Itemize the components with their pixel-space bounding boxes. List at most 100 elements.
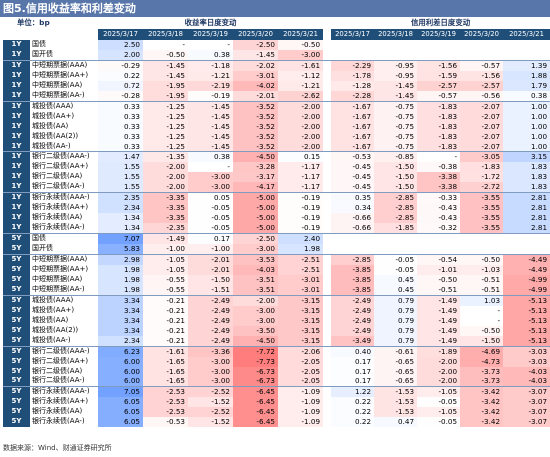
table-row: 5Y 中短期票据(AA) 1.98 -0.55 -1.50 -3.51 -3.01 -3.85… [3, 274, 550, 285]
tenor-cell: 1Y [3, 59, 30, 71]
yield-change-cell: -6.45 [233, 386, 279, 398]
spread-change-cell: -3.42 [460, 417, 504, 428]
table-row: 5Y 城投债(AA+) 3.34 -0.21 -2.49 -3.00 -3.15 -2.49 0… [3, 305, 550, 316]
spread-change-cell: -1.83 [417, 121, 461, 132]
spread-change-cell: 0.45 [374, 274, 418, 285]
yield-change-cell: -0.19 [278, 213, 324, 224]
yield-change-cell: -2.00 [143, 182, 189, 193]
yield-change-cell: -2.00 [278, 100, 324, 112]
spread-change-cell [417, 49, 461, 61]
spread-change-cell [374, 233, 418, 245]
date-header-spread-1: 2025/3/17 [331, 29, 375, 40]
spread-change-cell: -1.59 [417, 70, 461, 81]
spread-change-cell: 1.00 [503, 121, 550, 132]
yield-change-cell: 1.34 [98, 223, 144, 234]
table-row: 5Y 城投债(AA) 3.34 -0.21 -2.49 -3.00 -3.15 -2.49 0.… [3, 315, 550, 326]
yield-change-cell: -1.05 [143, 264, 189, 275]
spread-change-cell: 2.81 [503, 203, 550, 214]
spread-change-cell: -0.05 [417, 417, 461, 428]
yield-change-cell: -2.00 [278, 131, 324, 142]
bond-name-cell: 国债 [32, 40, 46, 48]
yield-change-cell: 1.47 [98, 151, 144, 163]
yield-change-cell: 6.00 [98, 376, 144, 387]
table-row: 1Y 中短期票据(AA) 0.72 -1.95 -2.19 -4.02 -1.21 -1.28… [3, 80, 550, 91]
yield-change-cell: -3.01 [233, 70, 279, 81]
yield-change-cell: -4.17 [233, 182, 279, 193]
spread-change-cell [460, 244, 504, 255]
yield-change-cell: -0.50 [278, 40, 324, 50]
yield-change-cell: -2.49 [188, 335, 234, 347]
tenor-cell: 5Y [3, 315, 30, 326]
yield-change-cell: -3.51 [233, 284, 279, 296]
tenor-cell: 5Y [3, 253, 30, 265]
tenor-cell: 5Y [3, 305, 30, 316]
spread-change-cell [331, 40, 375, 50]
yield-change-cell: -2.05 [278, 356, 324, 367]
yield-change-cell: -2.35 [143, 223, 189, 234]
table-row: 5Y 中短期票据(AA-) 1.98 -0.55 -1.51 -3.51 -3.01 -3.8… [3, 284, 550, 296]
spread-change-cell: -1.05 [417, 386, 461, 398]
spread-change-cell [374, 244, 418, 255]
yield-change-cell: -2.00 [278, 111, 324, 122]
yield-change-cell: -1.00 [188, 244, 234, 255]
yield-change-cell: -0.55 [143, 274, 189, 285]
tenor-cell: 1Y [3, 121, 30, 132]
tenor-cell: 1Y [3, 80, 30, 91]
yield-change-cell: -0.19 [188, 90, 234, 102]
header-row-dates: 2025/3/17 2025/3/18 2025/3/19 2025/3/20 … [3, 29, 550, 40]
yield-change-cell: -3.36 [188, 345, 234, 357]
bond-name-cell: 中短期票据(AA) [32, 274, 83, 283]
tenor-cell: 5Y [3, 325, 30, 336]
spread-change-cell: -3.38 [417, 172, 461, 183]
spread-change-cell: -1.78 [331, 70, 375, 81]
yield-change-header: 收益率日度变动 [184, 18, 237, 27]
spread-change-cell: -1.49 [417, 305, 461, 316]
yield-change-cell: 3.34 [98, 305, 144, 316]
yield-change-cell: -0.19 [278, 203, 324, 214]
spread-change-cell: -2.49 [331, 294, 375, 306]
yield-change-cell: 2.35 [98, 192, 144, 204]
yield-change-cell: -2.06 [278, 345, 324, 357]
bond-name-cell: 银行永续债(AAA-) [30, 192, 99, 204]
table-row: 1Y 银行二级债(AA+) 1.55 -2.00- -3.28 -1.17 -0.45 -1.… [3, 162, 550, 173]
table-row: 5Y 中短期票据(AAA) 2.98 -1.05 -2.01 -3.53 -2.51 -2.8… [3, 253, 550, 265]
spread-change-cell: -2.72 [460, 182, 504, 193]
spread-change-cell: -1.56 [417, 59, 461, 71]
tenor-cell: 1Y [3, 213, 30, 224]
yield-change-cell: -2.53 [143, 407, 189, 418]
yield-change-cell: -0.21 [143, 335, 189, 347]
yield-change-cell: 7.05 [98, 386, 144, 398]
yield-change-cell: -2.49 [188, 315, 234, 326]
yield-change-cell: -2.50 [233, 233, 279, 245]
bond-name-cell: 中短期票据(AAA) [30, 253, 99, 265]
yield-change-cell: 2.98 [98, 253, 144, 265]
table-row: 1Y 国债 2.50- - -2.50 -0.50 [3, 40, 550, 50]
yield-change-cell: -1.17 [278, 182, 324, 193]
yield-change-cell: -5.00 [233, 223, 279, 234]
date-header-spread-5: 2025/3/21 [503, 29, 550, 40]
yield-change-cell: -3.52 [233, 131, 279, 142]
yield-change-cell: 1.55 [98, 182, 144, 193]
yield-change-cell: -3.51 [233, 274, 279, 285]
tenor-cell: 5Y [3, 345, 30, 357]
yield-change-cell: -1.49 [143, 233, 189, 245]
spread-change-cell: -2.85 [374, 192, 418, 204]
yield-change-cell: -1.61 [143, 345, 189, 357]
table-row: 5Y 银行永续债(AA) 6.05 -2.53 -2.52 -6.45 -1.09 0.22-… [3, 407, 550, 418]
table-row: 1Y 城投债(AAA) 0.33 -1.25 -1.45 -3.52 -2.00 -1.67-… [3, 100, 550, 112]
spread-change-cell: 1.00 [503, 100, 550, 112]
yield-change-cell: 1.98 [98, 264, 144, 275]
bond-name-cell: 中短期票据(AAA) [30, 59, 99, 71]
yield-change-cell: -7.72 [233, 345, 279, 357]
yield-change-cell: -1.51 [188, 284, 234, 296]
table-row: 1Y 银行二级债(AAA-) 1.47 -1.35 0.38 -4.50 0.15 -0.53… [3, 151, 550, 163]
yield-change-cell: -2.49 [188, 325, 234, 336]
spread-change-cell: -4.49 [503, 253, 550, 265]
yield-change-cell: -0.21 [143, 315, 189, 326]
spread-change-cell: -3.03 [503, 356, 550, 367]
spread-change-cell: -5.13 [503, 325, 550, 336]
yield-change-cell: -1.09 [278, 386, 324, 398]
spread-change-cell: -1.50 [460, 335, 504, 347]
spread-change-cell: -1.89 [417, 345, 461, 357]
yield-change-cell: -0.05 [188, 213, 234, 224]
